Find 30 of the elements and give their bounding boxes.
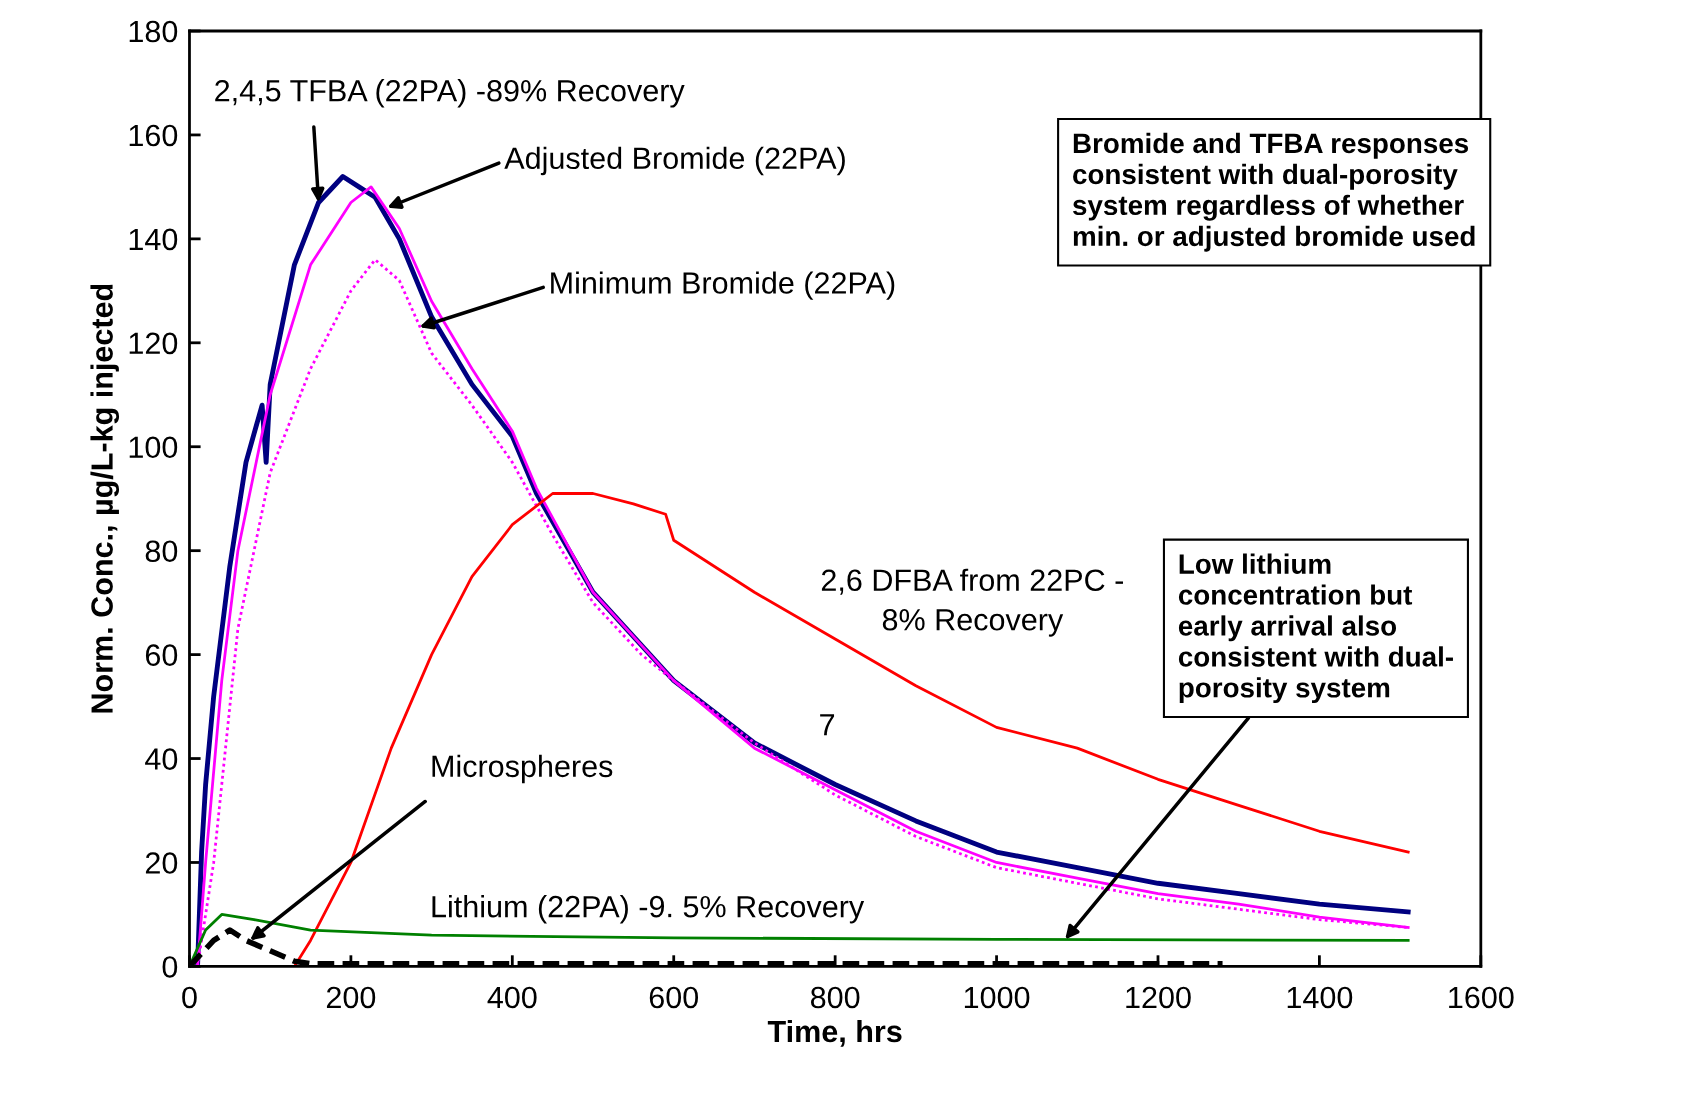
annotation: Adjusted Bromide (22PA) [504,146,845,176]
y-axis-title: Norm. Conc., µg/L-kg injected [90,284,120,713]
x-tick-label: 0 [182,986,197,1009]
annotation: Microspheres [432,754,613,784]
y-tick-label: 40 [145,748,178,770]
x-axis-title: Time, hrs [767,1019,902,1047]
annotation: Minimum Bromide (22PA) [551,271,895,300]
y-tick-label: 140 [129,228,178,251]
y-tick-label: 20 [145,852,178,874]
y-tick-label: 120 [129,332,178,355]
y-tick-label: 160 [129,124,178,147]
x-tick-label: 400 [487,986,537,1009]
x-tick-label: 1400 [1287,986,1353,1009]
x-tick-label: 600 [649,986,699,1009]
annotation: 2,4,5 TFBA (22PA) -89% Recovery [215,79,685,108]
y-tick-label: 100 [129,436,178,459]
x-tick-label: 200 [326,986,376,1009]
annotation: Low lithium concentration but early arrival also consistent with dual- porosity system [1178,553,1453,704]
annotation: 7 [820,714,835,736]
annotation: Bromide and TFBA responses consistent with dual-porosity system regardless of whether min. or adjusted bromide used [1072,132,1475,252]
y-tick-label: 0 [162,956,178,978]
y-tick-label: 80 [145,540,178,563]
y-tick-label: 180 [129,20,178,43]
x-tick-label: 1600 [1449,986,1514,1009]
x-tick-label: 1000 [964,986,1030,1009]
annotation: 2,6 DFBA from 22PC - 8% Recovery [821,568,1123,637]
x-tick-label: 800 [810,986,860,1009]
x-tick-label: 1200 [1126,986,1191,1009]
annotation: Lithium (22PA) -9. 5% Recovery [432,895,865,924]
y-tick-label: 60 [145,644,178,666]
